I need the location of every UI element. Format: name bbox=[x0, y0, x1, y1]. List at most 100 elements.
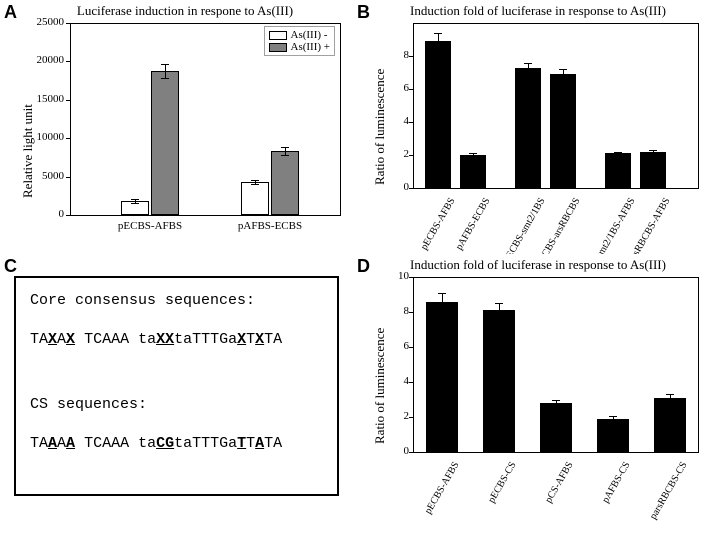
error-cap bbox=[495, 317, 503, 318]
ytick bbox=[409, 56, 413, 57]
legend-swatch-minus bbox=[269, 31, 287, 40]
error-bar bbox=[285, 147, 286, 155]
ytick bbox=[66, 61, 70, 62]
ytick bbox=[409, 382, 413, 383]
ytick bbox=[409, 122, 413, 123]
error-cap bbox=[559, 69, 567, 70]
error-bar bbox=[528, 63, 529, 73]
ytick bbox=[409, 347, 413, 348]
error-cap bbox=[434, 49, 442, 50]
error-bar bbox=[670, 394, 671, 401]
ytick bbox=[409, 417, 413, 418]
error-cap bbox=[469, 153, 477, 154]
panel-d-ylabel: Ratio of luminescence bbox=[372, 294, 388, 444]
panel-a-top bbox=[70, 23, 341, 24]
xlab: pAFBS-CS bbox=[582, 460, 633, 537]
error-cap bbox=[434, 33, 442, 34]
panel-c-seq1: TAXAX TCAAA taXXtaTTTGaXTXTA bbox=[30, 331, 323, 348]
ytick bbox=[66, 138, 70, 139]
panel-c-box: Core consensus sequences: TAXAX TCAAA ta… bbox=[14, 276, 339, 496]
bar bbox=[597, 419, 629, 452]
error-cap bbox=[649, 150, 657, 151]
panel-c-heading2: CS sequences: bbox=[30, 396, 323, 413]
error-cap bbox=[614, 152, 622, 153]
ytick-label: 8 bbox=[393, 49, 409, 61]
error-cap bbox=[649, 153, 657, 154]
bar bbox=[640, 152, 666, 188]
bar bbox=[605, 153, 631, 188]
error-cap bbox=[161, 64, 169, 65]
ytick-label: 2 bbox=[391, 410, 409, 422]
ytick-label: 20000 bbox=[14, 54, 64, 66]
error-bar bbox=[438, 33, 439, 50]
ytick bbox=[409, 188, 413, 189]
ytick-label: 6 bbox=[391, 340, 409, 352]
panel-c-label: C bbox=[4, 256, 17, 277]
bar bbox=[540, 403, 572, 452]
xlab: parsRBCBS-CS bbox=[639, 460, 690, 537]
ytick bbox=[66, 23, 70, 24]
xlab: pECBS-CS bbox=[468, 460, 519, 537]
panel-c-seq2: TAAAA TCAAA taCGtaTTTGaTTATA bbox=[30, 435, 323, 452]
bar bbox=[271, 151, 299, 215]
error-cap bbox=[495, 303, 503, 304]
error-bar bbox=[165, 64, 166, 78]
ytick-label: 0 bbox=[391, 445, 409, 457]
error-cap bbox=[559, 79, 567, 80]
panel-c-heading1: Core consensus sequences: bbox=[30, 292, 323, 309]
error-bar bbox=[442, 293, 443, 311]
bar bbox=[460, 155, 486, 188]
error-cap bbox=[609, 421, 617, 422]
error-cap bbox=[609, 416, 617, 417]
error-cap bbox=[666, 401, 674, 402]
panel-a-title: Luciferase induction in respone to As(II… bbox=[30, 3, 340, 19]
error-cap bbox=[131, 203, 139, 204]
panel-d-top bbox=[413, 277, 699, 278]
error-bar bbox=[563, 69, 564, 79]
panel-a-xaxis bbox=[70, 215, 341, 216]
panel-c: C Core consensus sequences: TAXAX TCAAA … bbox=[0, 254, 353, 509]
error-cap bbox=[281, 147, 289, 148]
ytick-label: 4 bbox=[391, 375, 409, 387]
error-cap bbox=[438, 310, 446, 311]
ytick-label: 15000 bbox=[14, 93, 64, 105]
bar bbox=[550, 74, 576, 188]
error-cap bbox=[161, 78, 169, 79]
ytick-label: 5000 bbox=[14, 170, 64, 182]
ytick bbox=[409, 312, 413, 313]
panel-b-ylabel: Ratio of luminescence bbox=[372, 35, 388, 185]
ytick bbox=[409, 452, 413, 453]
legend-label-plus: As(III) + bbox=[291, 41, 331, 53]
legend-label-minus: As(III) - bbox=[291, 29, 328, 41]
error-cap bbox=[251, 184, 259, 185]
panel-a-xlab-1: pAFBS-ECBS bbox=[215, 220, 325, 232]
panel-a: A Luciferase induction in respone to As(… bbox=[0, 0, 353, 254]
ytick bbox=[66, 215, 70, 216]
ytick-label: 10 bbox=[391, 270, 409, 282]
ytick bbox=[409, 155, 413, 156]
legend-item-plus: As(III) + bbox=[269, 41, 331, 53]
error-cap bbox=[524, 63, 532, 64]
error-cap bbox=[251, 180, 259, 181]
error-bar bbox=[499, 303, 500, 317]
error-cap bbox=[469, 157, 477, 158]
panel-b-yaxis bbox=[413, 23, 414, 188]
panel-d-label: D bbox=[357, 256, 370, 277]
bar bbox=[241, 182, 269, 215]
error-cap bbox=[552, 406, 560, 407]
ytick-label: 0 bbox=[14, 208, 64, 220]
ytick-label: 6 bbox=[393, 82, 409, 94]
ytick-label: 0 bbox=[393, 181, 409, 193]
ytick-label: 25000 bbox=[14, 16, 64, 28]
bar bbox=[151, 71, 179, 215]
xlab: pECBS-AFBS bbox=[411, 460, 462, 537]
ytick-label: 8 bbox=[391, 305, 409, 317]
panel-b-title: Induction fold of luciferase in response… bbox=[378, 3, 698, 19]
ytick bbox=[409, 277, 413, 278]
error-cap bbox=[552, 400, 560, 401]
error-cap bbox=[614, 155, 622, 156]
ytick bbox=[66, 177, 70, 178]
error-cap bbox=[666, 394, 674, 395]
panel-b: B Induction fold of luciferase in respon… bbox=[353, 0, 707, 254]
ytick bbox=[66, 100, 70, 101]
